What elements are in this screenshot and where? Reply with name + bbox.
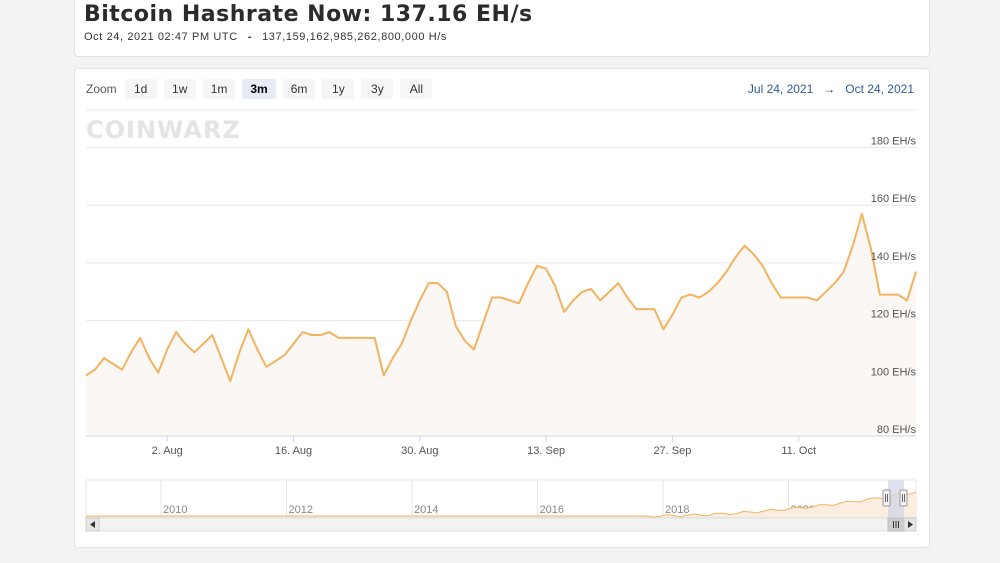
navigator-handle-right[interactable]	[899, 489, 908, 507]
navigator-year-label: 2014	[414, 504, 438, 516]
x-tick-label: 13. Sep	[527, 445, 565, 457]
scrollbar[interactable]	[85, 517, 917, 532]
scroll-right-arrow-icon	[908, 521, 913, 528]
navigator[interactable]: 201020122014201620182020	[85, 479, 917, 518]
x-tick-label: 30. Aug	[401, 445, 438, 457]
zoom-button-3m[interactable]: 3m	[242, 79, 276, 99]
hashrate-area	[86, 213, 916, 436]
hashrate-line[interactable]	[85, 212, 917, 383]
zoom-button-6m[interactable]: 6m	[282, 79, 316, 99]
y-tick-label: 160 EH/s	[871, 193, 917, 205]
navigator-year-label: 2010	[163, 504, 187, 516]
hashrate-subline: Oct 24, 2021 02:47 PM UTC - 137,159,162,…	[84, 31, 447, 43]
timestamp: Oct 24, 2021 02:47 PM UTC	[84, 31, 238, 43]
x-tick-label: 16. Aug	[275, 445, 312, 457]
zoom-bar: Zoom 1d 1w 1m 3m 6m 1y 3y All	[86, 79, 435, 99]
zoom-button-1m[interactable]: 1m	[202, 79, 236, 99]
zoom-button-1d[interactable]: 1d	[124, 79, 157, 99]
navigator-area	[86, 492, 916, 518]
navigator-line	[86, 491, 917, 518]
x-tick-label: 11. Oct	[781, 445, 816, 457]
x-tick-label: 2. Aug	[152, 445, 183, 457]
navigator-year-label: 2018	[665, 504, 689, 516]
navigator-year-label: 2016	[540, 504, 564, 516]
scrollbar-track[interactable]	[85, 517, 917, 532]
raw-hashrate: 137,159,162,985,262,800,000 H/s	[262, 31, 448, 43]
zoom-button-3y[interactable]: 3y	[361, 79, 394, 99]
range-to[interactable]: Oct 24, 2021	[845, 82, 914, 96]
date-range: Jul 24, 2021 → Oct 24, 2021	[748, 82, 914, 96]
navigator-handle-left[interactable]	[882, 489, 891, 507]
scroll-left-arrow-icon	[90, 521, 95, 528]
navigator-year-label: 2012	[289, 504, 313, 516]
y-tick-label: 80 EH/s	[877, 424, 917, 436]
header-card	[74, 0, 930, 57]
y-tick-label: 140 EH/s	[871, 251, 917, 263]
zoom-button-all[interactable]: All	[400, 79, 433, 99]
y-tick-label: 180 EH/s	[871, 136, 917, 148]
y-tick-label: 100 EH/s	[871, 366, 917, 378]
separator: -	[247, 31, 253, 43]
zoom-button-1w[interactable]: 1w	[163, 79, 196, 99]
range-arrow: →	[823, 82, 836, 96]
zoom-button-1y[interactable]: 1y	[322, 79, 355, 99]
coinwarz-watermark: COINWARZ	[86, 116, 241, 144]
y-tick-label: 120 EH/s	[871, 309, 917, 321]
x-axis: 2. Aug 16. Aug 30. Aug 13. Sep 27. Sep 11. Oc…	[86, 435, 916, 457]
x-tick-label: 27. Sep	[653, 445, 691, 457]
y-axis: 80 EH/s 100 EH/s 120 EH/s 140 EH/s 160 EH/s 1…	[871, 136, 917, 436]
zoom-label: Zoom	[86, 82, 117, 96]
range-from[interactable]: Jul 24, 2021	[747, 82, 814, 96]
navigator-selection[interactable]	[888, 480, 904, 517]
page-title: Bitcoin Hashrate Now: 137.16 EH/s	[84, 2, 533, 27]
